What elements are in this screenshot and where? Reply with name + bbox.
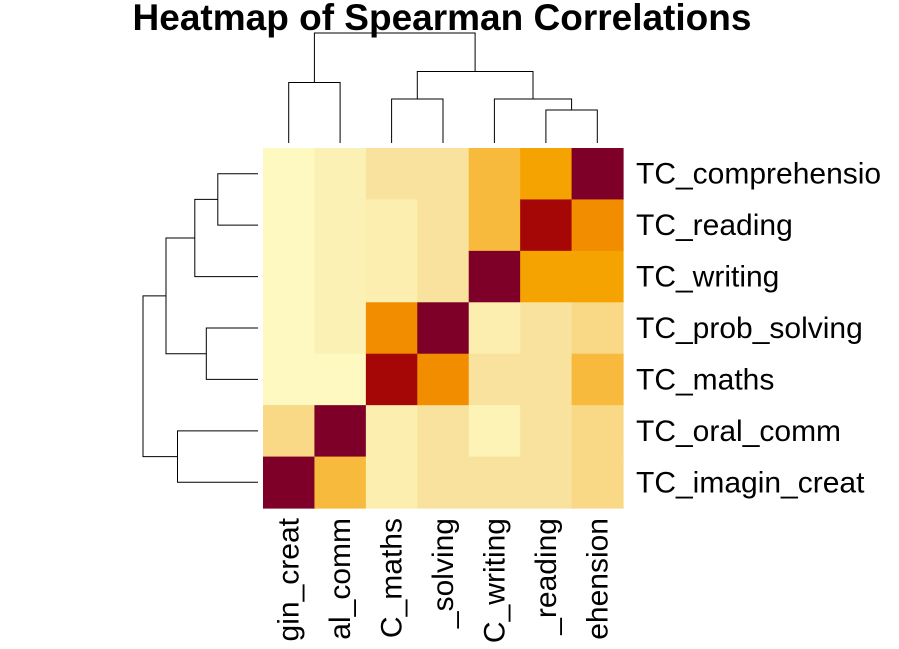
column-label: C_maths [376, 518, 409, 638]
row-label: TC_maths [636, 363, 774, 396]
heatmap-cell [314, 148, 367, 201]
row-label: TC_comprehensio [636, 158, 881, 191]
heatmap-cell [468, 405, 521, 458]
heatmap-cell [571, 302, 624, 355]
heatmap-cell [417, 250, 470, 303]
column-dendrogram [288, 32, 598, 143]
row-label: TC_writing [636, 261, 779, 294]
heatmap-cell [520, 148, 573, 201]
heatmap-cell [314, 250, 367, 303]
heatmap-cell [417, 353, 470, 406]
heatmap-cell [571, 148, 624, 201]
heatmap-cell [365, 353, 418, 406]
heatmap-cell [263, 405, 316, 458]
heatmap-cell [468, 456, 521, 509]
heatmap-cells [263, 148, 624, 509]
heatmap-cell [263, 148, 316, 201]
heatmap-cell [520, 302, 573, 355]
column-dendrogram-branch [313, 32, 476, 83]
column-dendrogram-branch [391, 98, 444, 143]
heatmap-cell [365, 250, 418, 303]
column-label: _solving [427, 518, 460, 629]
heatmap-cell [417, 199, 470, 252]
heatmap-cell [314, 405, 367, 458]
heatmap-cell [365, 199, 418, 252]
heatmap-cell [263, 199, 316, 252]
heatmap-cell [520, 353, 573, 406]
column-dendrogram-branch [416, 71, 534, 99]
column-dendrogram-branch [288, 82, 341, 143]
row-dendrogram-branch [194, 198, 258, 278]
heatmap-cell [468, 250, 521, 303]
heatmap-cell [314, 302, 367, 355]
heatmap-cell [417, 148, 470, 201]
heatmap-cell [468, 199, 521, 252]
heatmap-cell [468, 148, 521, 201]
column-label: _reading [530, 518, 563, 636]
heatmap-cell [468, 353, 521, 406]
heatmap-cell [520, 250, 573, 303]
chart-title: Heatmap of Spearman Correlations [133, 0, 752, 38]
heatmap-cell [365, 456, 418, 509]
row-dendrogram-branch [142, 295, 178, 458]
heatmap-cell [520, 456, 573, 509]
heatmap-cell [263, 353, 316, 406]
heatmap-cell [571, 250, 624, 303]
heatmap-cell [520, 405, 573, 458]
row-label: TC_imagin_creat [636, 466, 865, 499]
column-label: al_comm [324, 518, 357, 640]
heatmap-cell [263, 456, 316, 509]
column-dendrogram-branch [493, 98, 573, 143]
heatmap-cell [571, 353, 624, 406]
column-label: ehension [581, 518, 614, 640]
row-dendrogram-branch [217, 173, 258, 226]
heatmap-cell [520, 199, 573, 252]
heatmap-cell [263, 302, 316, 355]
row-dendrogram-branch [177, 430, 258, 483]
heatmap-cell [314, 456, 367, 509]
column-labels: gin_creat al_comm C_maths _solving C_writing… [273, 517, 615, 643]
heatmap-cell [365, 302, 418, 355]
heatmap-cell [468, 302, 521, 355]
column-label: gin_creat [273, 517, 306, 641]
row-label: TC_prob_solving [636, 312, 863, 345]
row-labels: TC_comprehensio TC_reading TC_writing TC_pr… [636, 158, 881, 500]
heatmap-cell [571, 199, 624, 252]
heatmap-cell [417, 405, 470, 458]
heatmap-cell [417, 302, 470, 355]
heatmap-cell [571, 405, 624, 458]
column-label: C_writing [478, 518, 511, 643]
column-dendrogram-branch [545, 109, 598, 143]
heatmap-cell [365, 148, 418, 201]
row-dendrogram-branch [205, 327, 258, 380]
row-dendrogram-branch [165, 237, 207, 355]
heatmap-cell [365, 405, 418, 458]
heatmap-cell [417, 456, 470, 509]
heatmap-cell [314, 353, 367, 406]
row-dendrogram [142, 173, 258, 483]
heatmap-cell [263, 250, 316, 303]
row-label: TC_reading [636, 209, 793, 242]
heatmap-cell [571, 456, 624, 509]
heatmap-cell [314, 199, 367, 252]
row-label: TC_oral_comm [636, 415, 841, 448]
